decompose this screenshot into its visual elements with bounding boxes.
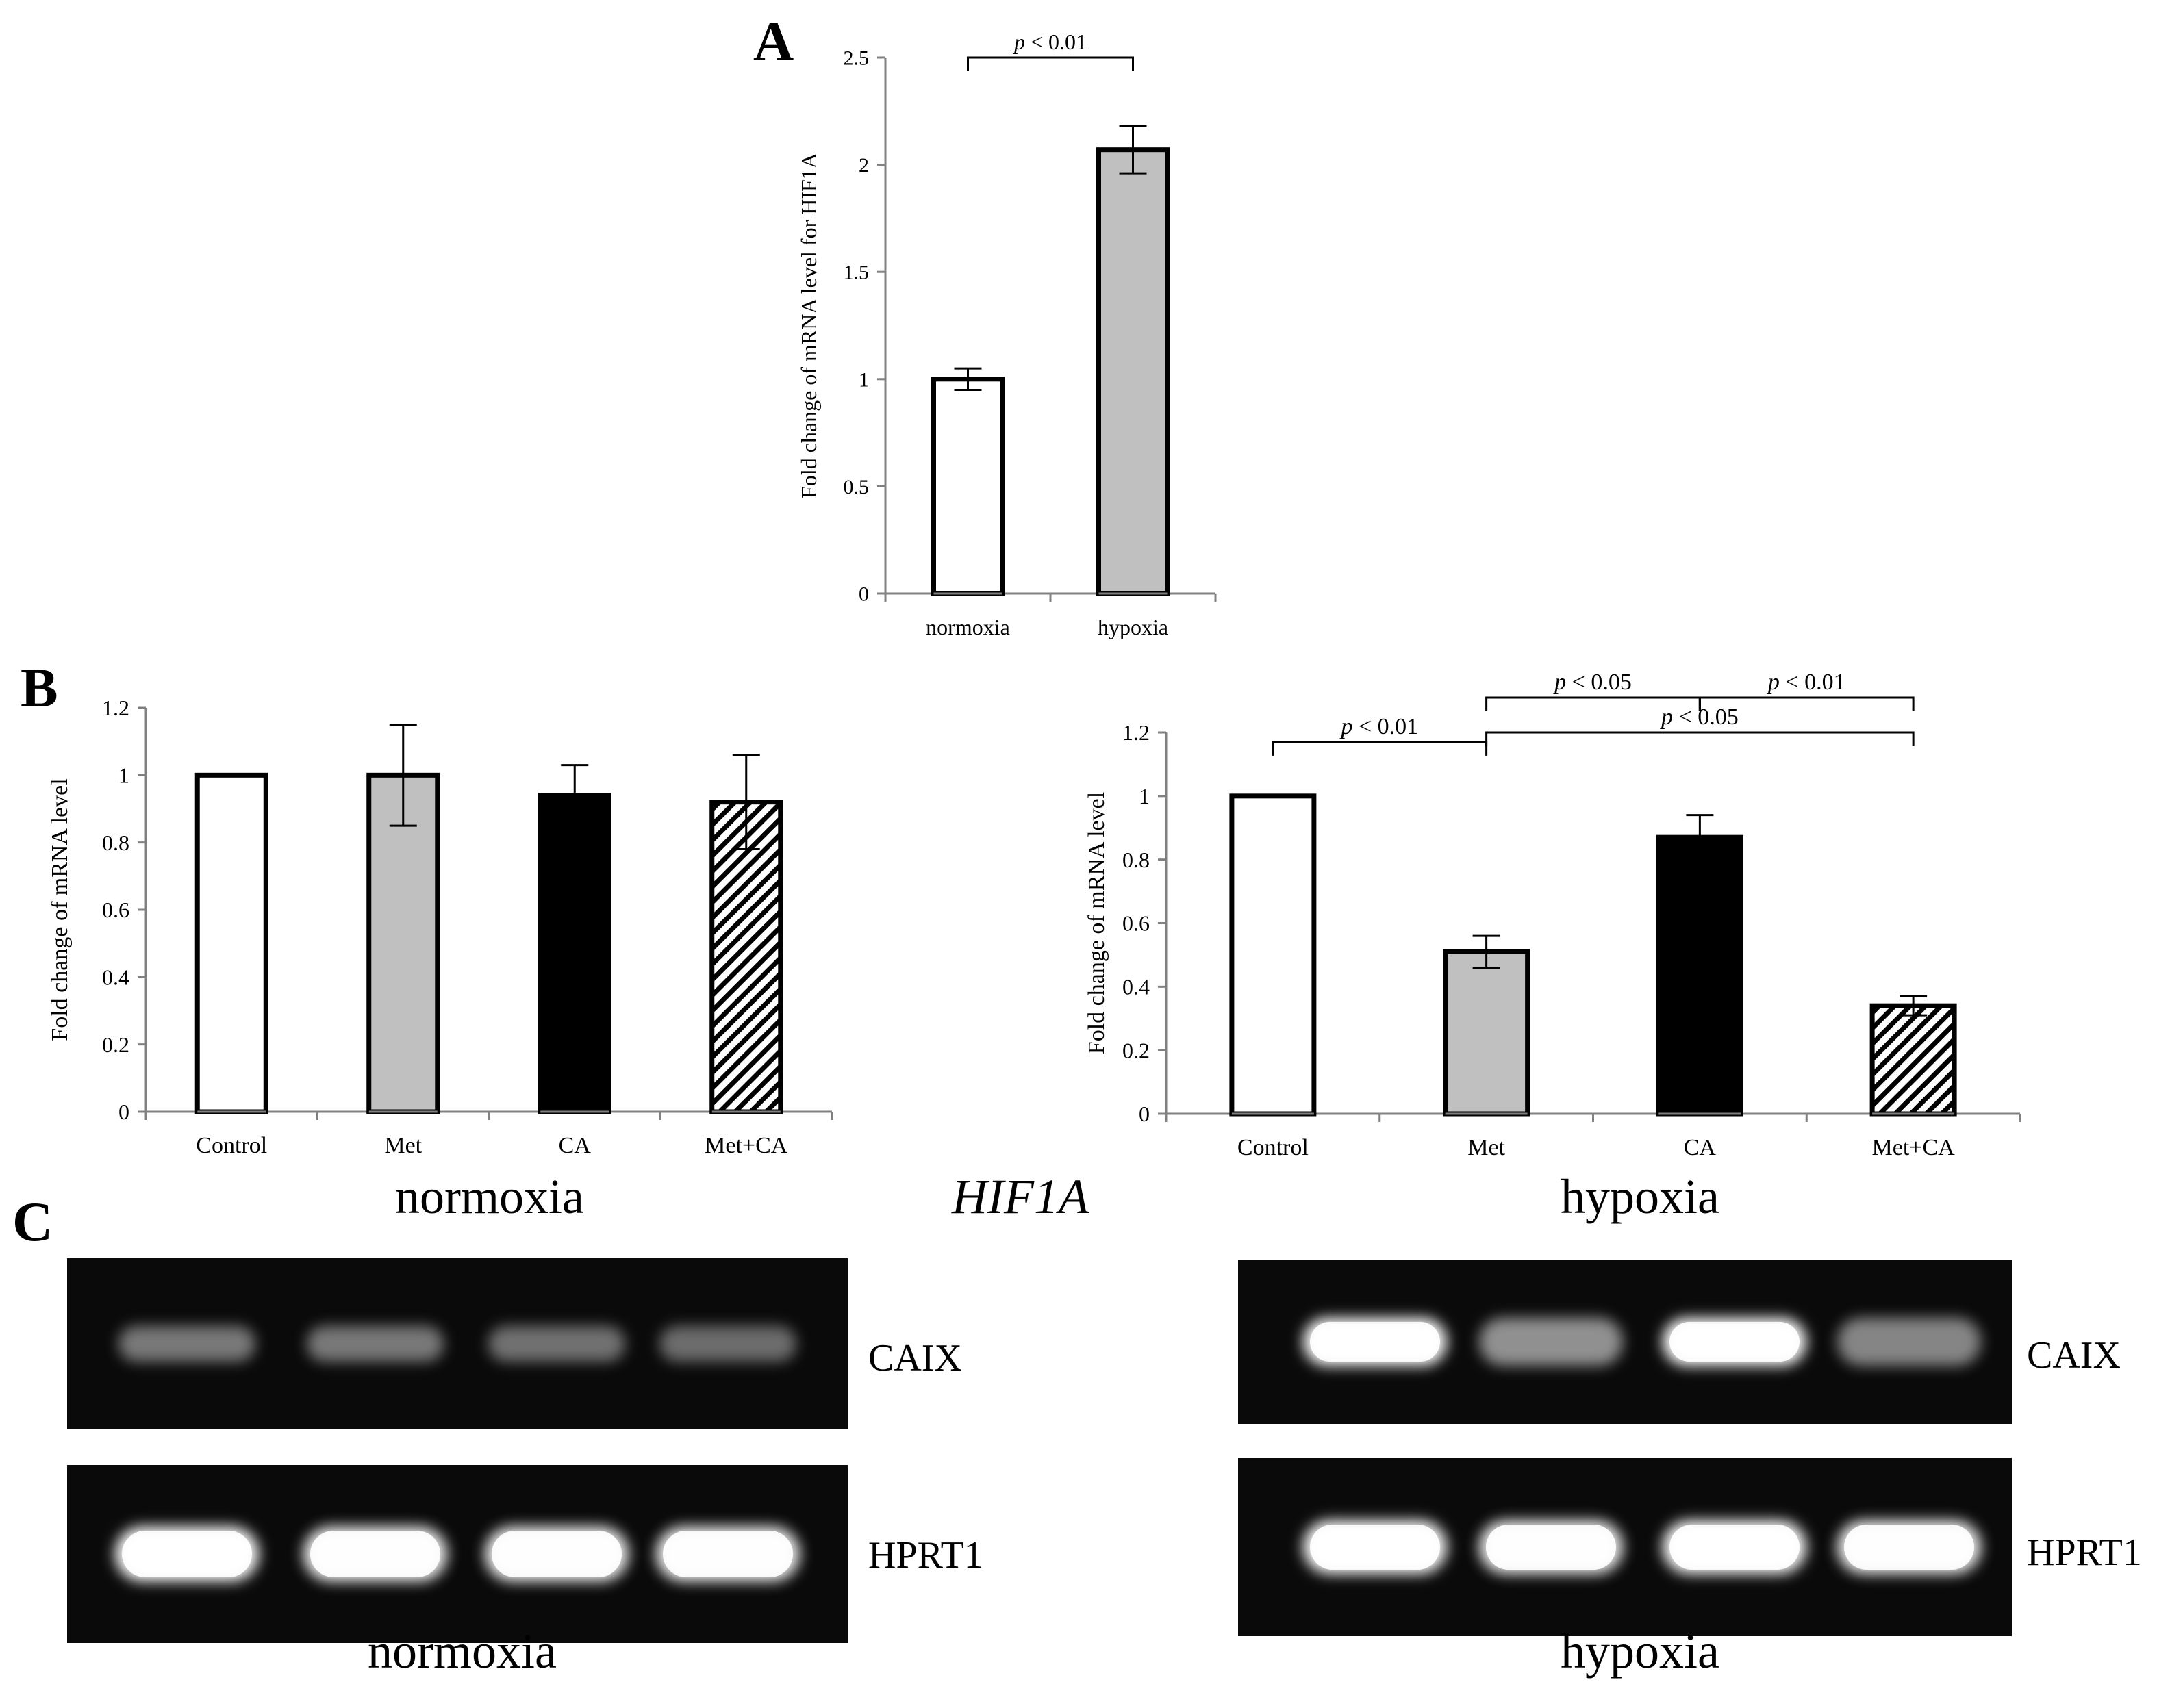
gel-normoxia-caix bbox=[67, 1258, 848, 1429]
chart-b-normoxia: 0 0.2 0.4 0.6 0.8 1 1.2 Control Met CA Met+CA Fold … bbox=[47, 696, 833, 1158]
y-tick-label: 0.4 bbox=[1122, 975, 1150, 999]
gel-band-core bbox=[122, 1531, 252, 1577]
x-tick-label: CA bbox=[559, 1133, 592, 1158]
gel-normoxia-hprt1-label: HPRT1 bbox=[868, 1534, 983, 1577]
y-tick-label: 0.6 bbox=[102, 897, 129, 922]
y-axis-label: Fold change of mRNA level bbox=[1084, 792, 1109, 1054]
error-bar bbox=[1472, 934, 1500, 969]
gel-band bbox=[307, 1326, 444, 1362]
panel-label-b: B bbox=[21, 657, 58, 719]
y-tick-label: 1 bbox=[859, 368, 869, 391]
y-tick-label: 1 bbox=[1139, 784, 1150, 808]
gel-band-core bbox=[1310, 1525, 1440, 1570]
bar-met bbox=[1443, 949, 1530, 1117]
chart-b-hypoxia: 0 0.2 0.4 0.6 0.8 1 1.2 Control Met CA Met+CA Fold … bbox=[1084, 670, 2021, 1160]
b-hypoxia-caption: hypoxia bbox=[1561, 1169, 1719, 1224]
gel-band bbox=[118, 1326, 255, 1362]
y-tick-label: 0 bbox=[859, 583, 869, 606]
y-tick-label: 0.5 bbox=[844, 476, 870, 498]
bar-met-ca bbox=[1869, 1003, 1957, 1117]
bar-control bbox=[194, 772, 268, 1114]
bar-ca bbox=[538, 793, 611, 1114]
y-tick-label: 0.2 bbox=[1122, 1038, 1150, 1062]
bar-normoxia bbox=[931, 377, 1005, 596]
gel-hypoxia-hprt1-label: HPRT1 bbox=[2027, 1531, 2142, 1574]
y-tick-label: 0.4 bbox=[102, 965, 129, 990]
gel-normoxia-hprt1 bbox=[67, 1465, 848, 1643]
x-tick-label: hypoxia bbox=[1098, 615, 1168, 639]
gel-images bbox=[67, 1258, 2012, 1643]
y-tick-label: 2 bbox=[859, 154, 869, 177]
gel-band-core bbox=[1669, 1322, 1800, 1362]
gel-normoxia-caption: normoxia bbox=[368, 1624, 557, 1679]
gel-band bbox=[488, 1326, 625, 1362]
x-tick-label: Met+CA bbox=[1872, 1135, 1956, 1160]
error-bar bbox=[1686, 814, 1714, 861]
significance-bracket: p < 0.01 bbox=[967, 29, 1134, 71]
gel-normoxia-caix-label: CAIX bbox=[868, 1337, 962, 1379]
gel-hypoxia-hprt1 bbox=[1238, 1458, 2012, 1636]
significance-bracket: p < 0.05 bbox=[1485, 704, 1915, 746]
significance-bracket: p < 0.01 bbox=[1272, 714, 1488, 756]
x-tick-label: Control bbox=[1237, 1135, 1309, 1160]
panel-label-a: A bbox=[753, 10, 794, 73]
gel-band-core bbox=[1669, 1525, 1800, 1570]
x-tick-label: CA bbox=[1684, 1135, 1717, 1160]
svg-text:p < 0.05: p < 0.05 bbox=[1553, 670, 1632, 695]
bar-control bbox=[1229, 793, 1317, 1117]
svg-text:p < 0.01: p < 0.01 bbox=[1339, 714, 1418, 739]
panel-label-c: C bbox=[12, 1190, 53, 1253]
x-tick-label: Control bbox=[196, 1133, 267, 1158]
x-tick-label: Met bbox=[384, 1133, 422, 1158]
error-bar bbox=[954, 367, 982, 391]
gel-band bbox=[659, 1326, 796, 1362]
significance-bracket: p < 0.01 bbox=[1698, 670, 1915, 711]
gel-hypoxia-caix-label: CAIX bbox=[2027, 1334, 2121, 1377]
x-tick-label: normoxia bbox=[926, 615, 1010, 639]
y-tick-label: 2.5 bbox=[844, 47, 870, 70]
bar-hypoxia bbox=[1096, 147, 1170, 596]
gel-band bbox=[1479, 1318, 1623, 1366]
y-axis-label: Fold change of mRNA level bbox=[47, 778, 73, 1041]
gel-band-core bbox=[310, 1531, 440, 1577]
b-normoxia-caption: normoxia bbox=[395, 1169, 584, 1224]
error-bar bbox=[1119, 125, 1147, 175]
svg-text:p < 0.01: p < 0.01 bbox=[1013, 29, 1087, 54]
b-gene-label: HIF1A bbox=[951, 1169, 1089, 1224]
gel-band-core bbox=[1486, 1525, 1616, 1570]
y-tick-label: 0.2 bbox=[102, 1032, 129, 1057]
error-bar bbox=[561, 764, 589, 827]
x-tick-label: Met+CA bbox=[705, 1133, 788, 1158]
bar-ca bbox=[1656, 834, 1743, 1117]
y-tick-label: 0.6 bbox=[1122, 911, 1150, 936]
y-tick-label: 0.8 bbox=[102, 830, 129, 855]
x-tick-label: Met bbox=[1467, 1135, 1505, 1160]
svg-text:p < 0.05: p < 0.05 bbox=[1660, 704, 1739, 730]
gel-band bbox=[1837, 1318, 1981, 1366]
y-tick-label: 1 bbox=[118, 763, 129, 788]
svg-text:p < 0.01: p < 0.01 bbox=[1767, 670, 1845, 695]
y-tick-label: 1.2 bbox=[1122, 720, 1150, 745]
error-bar bbox=[732, 754, 760, 850]
gel-hypoxia-caix bbox=[1238, 1260, 2012, 1424]
y-tick-label: 0 bbox=[1139, 1101, 1150, 1126]
y-tick-label: 1.5 bbox=[844, 262, 870, 284]
gel-band-core bbox=[663, 1531, 793, 1577]
gel-band-core bbox=[492, 1531, 622, 1577]
gel-band-core bbox=[1310, 1322, 1440, 1362]
error-bar bbox=[1900, 995, 1928, 1017]
y-tick-label: 0 bbox=[118, 1099, 129, 1124]
gel-band-core bbox=[1844, 1525, 1974, 1570]
y-tick-label: 0.8 bbox=[1122, 847, 1150, 872]
y-axis-label: Fold change of mRNA level for HIF1A bbox=[796, 153, 821, 498]
gel-hypoxia-caption: hypoxia bbox=[1561, 1624, 1719, 1679]
y-tick-label: 1.2 bbox=[102, 696, 129, 720]
error-bar bbox=[389, 724, 417, 827]
chart-a-hif1a-normoxia-vs-hypoxia: 0 0.5 1 1.5 2 2.5 normoxia hypoxia Fold change o… bbox=[796, 29, 1217, 639]
